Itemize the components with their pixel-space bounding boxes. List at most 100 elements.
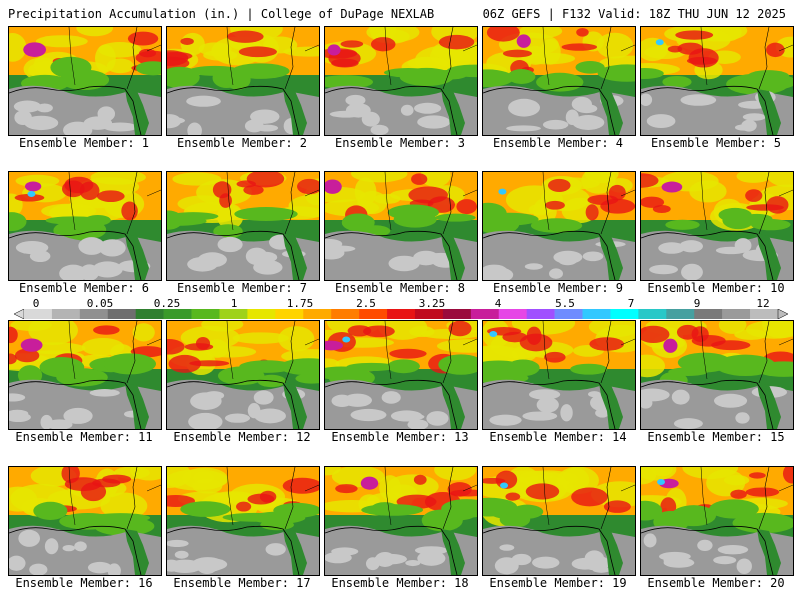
colorbar-segment — [638, 309, 667, 319]
colorbar-tick-label: 9 — [693, 297, 701, 310]
member-map-panel — [166, 171, 320, 281]
member-map-panel — [482, 26, 636, 136]
member-caption: Ensemble Member: 1 — [18, 136, 150, 150]
colorbar-tick-label: 7 — [627, 297, 635, 310]
precip-map — [483, 172, 635, 280]
member-map-panel — [8, 466, 162, 576]
header-run-info: 06Z GEFS | F132 Valid: 18Z THU JUN 12 20… — [482, 7, 786, 21]
precip-map — [325, 467, 477, 575]
member-caption: Ensemble Member: 18 — [331, 576, 469, 590]
colorbar-min-arrow — [14, 309, 25, 319]
colorbar-tick-label: 1 — [230, 297, 238, 310]
precip-map — [483, 467, 635, 575]
member-caption: Ensemble Member: 9 — [492, 281, 624, 295]
colorbar-segment — [247, 309, 276, 319]
member-caption: Ensemble Member: 5 — [650, 136, 782, 150]
precip-map — [325, 321, 477, 429]
precip-map — [641, 27, 793, 135]
member-caption: Ensemble Member: 6 — [18, 281, 150, 295]
colorbar-tick-label: 0.05 — [86, 297, 114, 310]
colorbar-segment — [610, 309, 639, 319]
colorbar-segment — [722, 309, 751, 319]
colorbar-segment — [414, 309, 444, 319]
member-caption: Ensemble Member: 15 — [647, 430, 785, 444]
precip-map — [483, 321, 635, 429]
colorbar-tick-label: 12 — [756, 297, 770, 310]
member-map-panel — [482, 466, 636, 576]
colorbar-max-arrow — [777, 309, 788, 319]
precip-map — [9, 467, 161, 575]
colorbar-segment — [582, 309, 611, 319]
colorbar-segment — [331, 309, 360, 319]
member-map-panel — [324, 466, 478, 576]
member-map-panel — [8, 26, 162, 136]
precip-map — [167, 321, 319, 429]
precip-map — [641, 172, 793, 280]
colorbar — [14, 309, 788, 319]
member-caption: Ensemble Member: 7 — [176, 281, 308, 295]
member-map-panel — [482, 171, 636, 281]
member-caption: Ensemble Member: 2 — [176, 136, 308, 150]
member-caption: Ensemble Member: 17 — [173, 576, 311, 590]
colorbar-segment — [303, 309, 332, 319]
precip-map — [483, 27, 635, 135]
member-map-panel — [482, 320, 636, 430]
member-map-panel — [324, 26, 478, 136]
colorbar-tick-label: 4 — [494, 297, 502, 310]
member-map-panel — [8, 320, 162, 430]
colorbar-segment — [51, 309, 81, 319]
precip-map — [9, 321, 161, 429]
member-map-panel — [166, 26, 320, 136]
member-map-panel — [166, 466, 320, 576]
precip-map — [325, 27, 477, 135]
precip-map — [641, 321, 793, 429]
colorbar-segment — [219, 309, 248, 319]
colorbar-segment — [79, 309, 109, 319]
colorbar-segment — [275, 309, 304, 319]
header-title: Precipitation Accumulation (in.) | Colle… — [8, 7, 435, 21]
precip-map — [325, 172, 477, 280]
colorbar-segment — [163, 309, 192, 319]
member-map-panel — [166, 320, 320, 430]
member-caption: Ensemble Member: 12 — [173, 430, 311, 444]
colorbar-tick-label: 5.5 — [555, 297, 575, 310]
member-map-panel — [640, 466, 794, 576]
colorbar-segment — [498, 309, 527, 319]
colorbar-segment — [359, 309, 388, 319]
precip-map — [641, 467, 793, 575]
colorbar-segment — [135, 309, 164, 319]
colorbar-tick-label: 3.25 — [418, 297, 446, 310]
member-caption: Ensemble Member: 16 — [15, 576, 153, 590]
colorbar-segment — [666, 309, 695, 319]
colorbar-segment — [470, 309, 500, 319]
colorbar-segment — [387, 309, 416, 319]
member-map-panel — [324, 171, 478, 281]
member-map-panel — [640, 26, 794, 136]
member-caption: Ensemble Member: 13 — [331, 430, 469, 444]
member-caption: Ensemble Member: 14 — [489, 430, 627, 444]
colorbar-segment — [24, 309, 53, 319]
member-caption: Ensemble Member: 11 — [15, 430, 153, 444]
colorbar-segment — [526, 309, 555, 319]
precip-map — [167, 467, 319, 575]
colorbar-segment — [694, 309, 723, 319]
member-caption: Ensemble Member: 4 — [492, 136, 624, 150]
colorbar-segment — [554, 309, 583, 319]
member-caption: Ensemble Member: 8 — [334, 281, 466, 295]
colorbar-tick-label: 2.5 — [356, 297, 376, 310]
precip-map — [167, 27, 319, 135]
member-map-panel — [640, 320, 794, 430]
precip-map — [9, 27, 161, 135]
colorbar-segment — [442, 309, 472, 319]
colorbar-segment — [191, 309, 220, 319]
member-caption: Ensemble Member: 10 — [647, 281, 785, 295]
member-map-panel — [640, 171, 794, 281]
precip-map — [9, 172, 161, 280]
member-map-panel — [324, 320, 478, 430]
member-caption: Ensemble Member: 20 — [647, 576, 785, 590]
colorbar-segment — [750, 309, 779, 319]
member-caption: Ensemble Member: 19 — [489, 576, 627, 590]
member-map-panel — [8, 171, 162, 281]
colorbar-segment — [107, 309, 137, 319]
precip-map — [167, 172, 319, 280]
